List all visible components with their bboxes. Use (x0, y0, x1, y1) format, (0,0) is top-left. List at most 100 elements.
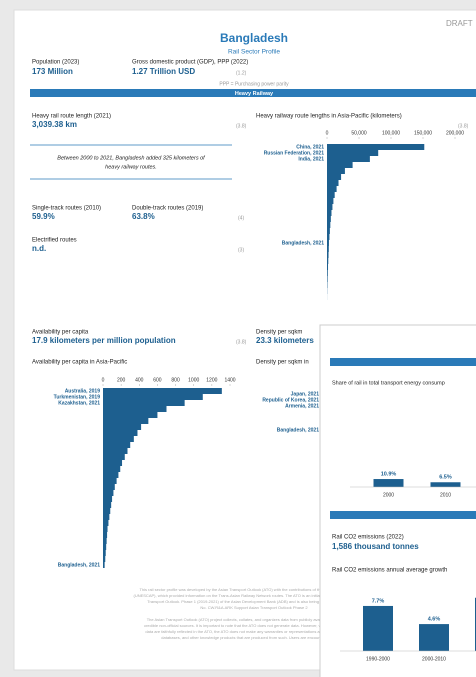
bar (103, 388, 222, 394)
bar (103, 394, 203, 400)
x-tick-label: 100,000 (382, 130, 400, 136)
stat-value: 173 Million (32, 67, 73, 76)
bar (103, 454, 125, 460)
bar (327, 150, 379, 156)
stat-value: 17.9 kilometers per million population (32, 336, 176, 345)
bar (327, 192, 335, 198)
bar (103, 412, 158, 418)
bar (327, 228, 330, 234)
bar (103, 532, 108, 538)
category-label: India, 2021 (298, 156, 324, 162)
x-tick-label: 0 (102, 377, 105, 383)
bar (327, 270, 328, 276)
bar (327, 252, 329, 258)
bar (327, 174, 342, 180)
bar (103, 550, 106, 556)
bar (327, 240, 329, 246)
category-label: Australia, 2019 (65, 388, 101, 394)
bar (103, 520, 109, 526)
bar (327, 276, 328, 282)
stat-label: Heavy rail route length (2021) (32, 114, 111, 120)
chart-title: Heavy railway route lengths in Asia-Paci… (256, 114, 402, 120)
source: (3) (238, 247, 244, 253)
footer-line: This rail sector profile was developed b… (139, 587, 368, 592)
section-band (330, 511, 476, 519)
section-band (330, 358, 476, 366)
category-label: Turkmenistan, 2019 (54, 394, 101, 400)
bar (327, 156, 370, 162)
overlay-page: Share of rail in total transport energy … (319, 324, 476, 677)
bar (327, 168, 345, 174)
source: (4) (238, 215, 244, 221)
bar (327, 234, 330, 240)
bar (103, 496, 113, 502)
bar (103, 448, 128, 454)
footer-line: credible non-official sources. It is imp… (144, 623, 365, 628)
note-line: Between 2000 to 2021, Bangladesh added 3… (57, 155, 205, 161)
chart-title: Density per sqkm in (256, 360, 309, 366)
bar (327, 258, 329, 264)
bar (103, 418, 149, 424)
stat-label: Population (2023) (32, 60, 79, 66)
bar (327, 144, 425, 150)
bar (103, 514, 110, 520)
bar (419, 624, 449, 651)
category-label: Republic of Korea, 2021 (262, 397, 319, 403)
stat-value: 3,039.38 km (32, 120, 77, 129)
x-tick-label: 1400 (224, 377, 235, 383)
stat-value: 23.3 kilometers (256, 336, 314, 345)
x-tick-label: 2010 (440, 492, 451, 498)
draft-mark: DRAFT (446, 19, 473, 28)
bar (363, 605, 393, 651)
bar (327, 162, 353, 168)
category-label: Kazakhstan, 2021 (58, 400, 100, 406)
x-tick-label: 2000-2010 (422, 656, 446, 662)
footer-line: data are faithfully reflected in the ATO… (145, 629, 362, 634)
value-label: 6.5% (439, 475, 452, 481)
stat-label: Rail CO2 emissions (2022) (332, 535, 404, 541)
source: (3.8) (236, 123, 247, 129)
source: (3.8) (236, 339, 247, 345)
bar (430, 482, 461, 487)
bar (103, 442, 131, 448)
x-tick-label: 200,000 (446, 130, 464, 136)
footer-line: (UNESCAP), which provided information on… (133, 593, 374, 598)
bar (103, 436, 134, 442)
chart-title: Rail CO2 emissions annual average growth (332, 568, 447, 574)
x-tick-label: 800 (171, 377, 180, 383)
x-tick-label: 200 (117, 377, 126, 383)
bar (373, 479, 404, 487)
x-tick-label: 150,000 (414, 130, 432, 136)
chart-title: Share of rail in total transport energy … (332, 380, 445, 386)
bar (327, 222, 331, 228)
bar (327, 216, 331, 222)
source: (1.2) (236, 70, 247, 76)
bar (327, 180, 339, 186)
bar (103, 484, 115, 490)
subtitle: Rail Sector Profile (228, 49, 280, 56)
x-tick-label: 600 (153, 377, 162, 383)
category-label: Bangladesh, 2021 (277, 427, 319, 433)
note: PPP = Purchasing power parity (219, 81, 289, 87)
footer-line: The Asian Transport Outlook (ATO) projec… (147, 617, 362, 622)
bar (103, 424, 142, 430)
page-sheet (319, 324, 476, 677)
note-line: heavy railway routes. (105, 164, 157, 170)
stat-label: Availability per capita (32, 330, 89, 336)
value-label: 10.9% (381, 471, 397, 477)
bar (327, 246, 329, 252)
category-label: Armenia, 2021 (285, 403, 319, 409)
bar (103, 502, 112, 508)
footer-line: Transport Outlook. Phase 1 (2019-2021) o… (147, 599, 361, 604)
stat-label: Double-track routes (2019) (132, 206, 203, 212)
stat-value: 63.8% (132, 212, 155, 221)
stat-value: n.d. (32, 244, 46, 253)
category-label: China, 2021 (296, 144, 324, 150)
section-band (30, 89, 476, 97)
section-title: Heavy Railway (235, 91, 274, 97)
bar (103, 406, 167, 412)
bar (103, 508, 111, 514)
bar (327, 198, 334, 204)
bar (327, 186, 337, 192)
